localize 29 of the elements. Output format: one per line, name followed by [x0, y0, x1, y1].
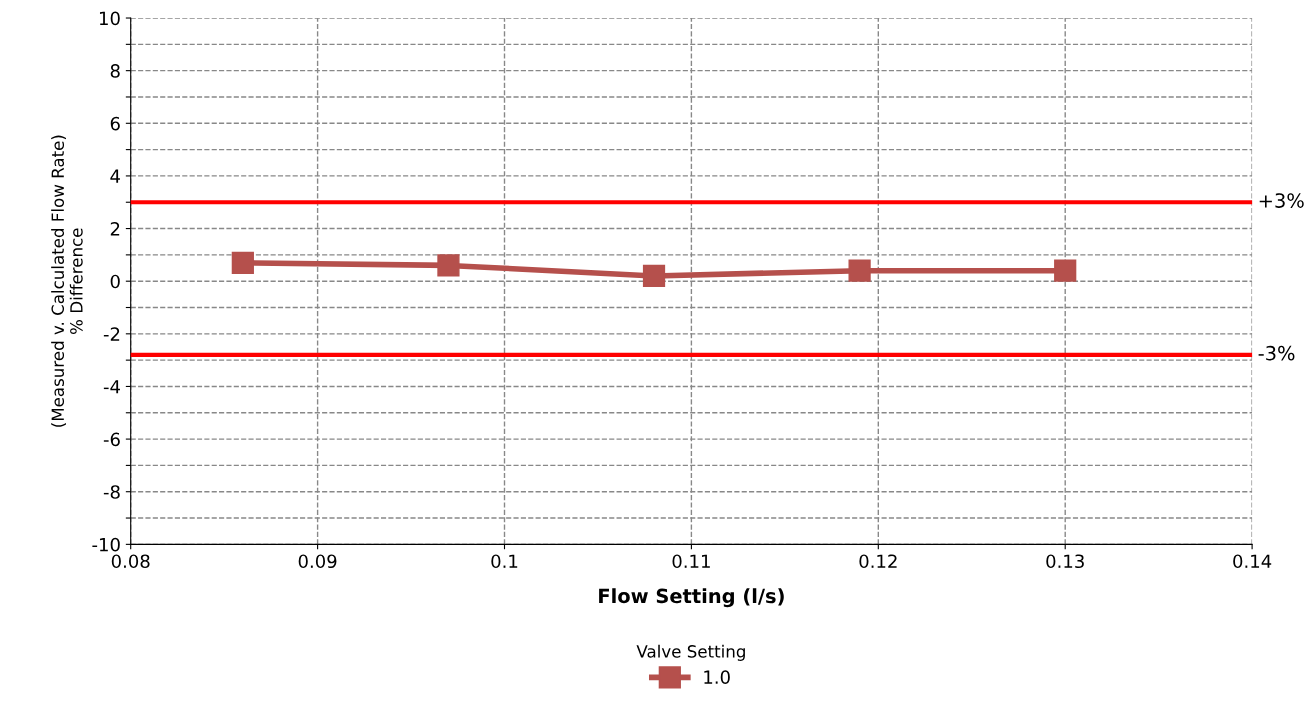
point: [437, 254, 460, 277]
legend-title: Valve Setting: [636, 644, 745, 661]
x-tick-label: 0.09: [298, 554, 337, 569]
x-axis-title: Flow Setting (l/s): [599, 588, 784, 608]
y-tick-label: 2: [110, 222, 120, 236]
ref-line-label: -3%: [1258, 345, 1295, 361]
y-tick-label: 0: [110, 274, 120, 289]
y-tick-label: 10: [99, 11, 120, 26]
x-tick-label: 0.08: [111, 554, 150, 569]
point: [642, 264, 666, 288]
y-tick-label: -4: [103, 380, 120, 394]
ref-line-label: +3%: [1259, 193, 1304, 208]
x-tick-label: 0.12: [859, 554, 897, 569]
y-tick-label: -8: [103, 485, 120, 499]
point: [231, 251, 254, 274]
y-tick-label: 6: [110, 116, 120, 131]
x-tick-label: 0.1: [491, 554, 518, 569]
legend-label: 1.0: [704, 670, 730, 684]
y-tick-label: -2: [103, 327, 120, 341]
x-tick-label: 0.11: [672, 554, 710, 569]
y-tick-label: 8: [110, 64, 120, 78]
x-tick-label: 0.14: [1233, 554, 1272, 569]
y-tick-label: -10: [92, 537, 120, 552]
y-tick-label: -6: [103, 432, 120, 447]
point: [848, 259, 871, 282]
x-tick-label: 0.13: [1046, 554, 1084, 569]
point: [1054, 259, 1077, 282]
y-axis-title: (Measured v. Calculated Flow Rate) % Difference: [51, 135, 83, 427]
y-tick-label: 4: [110, 169, 120, 183]
